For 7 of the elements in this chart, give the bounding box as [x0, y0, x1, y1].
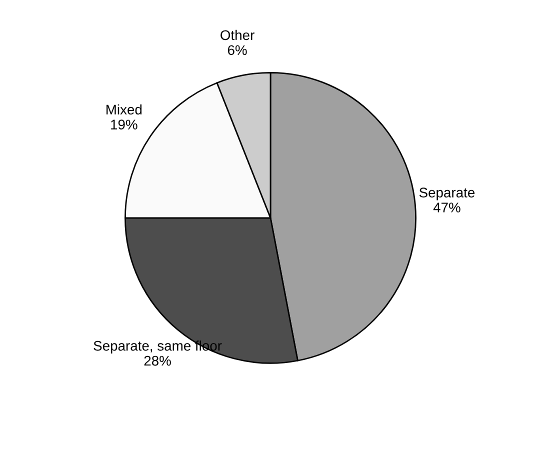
- data-label: 19%: [111, 120, 138, 130]
- data-label: 28%: [144, 356, 171, 366]
- slice-label: Other: [220, 30, 254, 40]
- slice-label: Separate: [419, 188, 475, 200]
- data-label: 6%: [228, 45, 247, 56]
- data-label: 47%: [433, 202, 460, 212]
- slice-label: Mixed: [106, 104, 142, 115]
